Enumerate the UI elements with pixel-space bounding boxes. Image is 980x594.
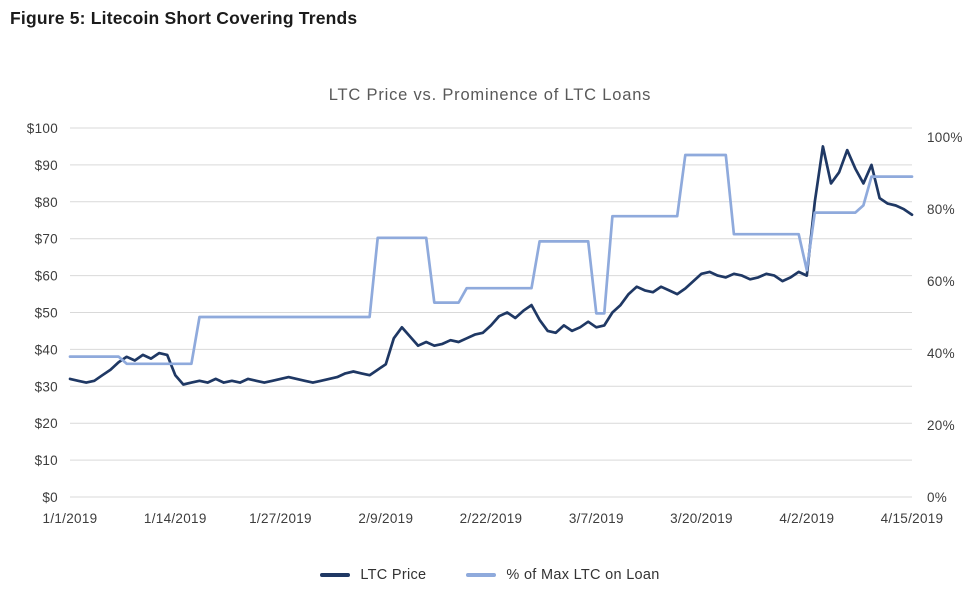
legend-swatch-ltc-price bbox=[320, 573, 351, 577]
left-axis-tick-label: $30 bbox=[35, 379, 58, 394]
right-axis-tick-label: 20% bbox=[927, 418, 955, 433]
x-axis-tick-label: 2/22/2019 bbox=[460, 511, 523, 526]
x-axis-tick-label: 4/2/2019 bbox=[779, 511, 834, 526]
legend-label-pct-max-ltc-on-loan: % of Max LTC on Loan bbox=[506, 567, 660, 583]
right-axis-tick-label: 0% bbox=[927, 490, 947, 505]
x-axis-tick-label: 2/9/2019 bbox=[358, 511, 413, 526]
left-axis-tick-label: $40 bbox=[35, 342, 58, 357]
x-axis-tick-label: 1/27/2019 bbox=[249, 511, 312, 526]
right-axis-tick-label: 40% bbox=[927, 346, 955, 361]
x-axis-tick-label: 1/14/2019 bbox=[144, 511, 207, 526]
left-axis-tick-label: $0 bbox=[42, 490, 58, 505]
legend-label-ltc-price: LTC Price bbox=[360, 567, 427, 583]
left-axis-tick-label: $80 bbox=[35, 195, 58, 210]
legend-item-pct-max-ltc-on-loan: % of Max LTC on Loan bbox=[466, 567, 659, 583]
left-axis-tick-label: $10 bbox=[35, 453, 58, 468]
left-axis-tick-label: $100 bbox=[27, 121, 58, 136]
left-axis-tick-label: $90 bbox=[35, 158, 58, 173]
left-axis-tick-label: $20 bbox=[35, 416, 58, 431]
right-axis-tick-label: 80% bbox=[927, 202, 955, 217]
x-axis-tick-label: 1/1/2019 bbox=[43, 511, 98, 526]
right-axis-tick-label: 60% bbox=[927, 274, 955, 289]
chart-title: LTC Price vs. Prominence of LTC Loans bbox=[328, 86, 652, 104]
left-axis-tick-label: $50 bbox=[35, 306, 58, 321]
x-axis-tick-label: 4/15/2019 bbox=[881, 511, 944, 526]
left-axis-tick-label: $60 bbox=[35, 269, 58, 284]
figure-title: Figure 5: Litecoin Short Covering Trends bbox=[10, 8, 358, 28]
right-axis-tick-label: 100% bbox=[927, 130, 963, 145]
pct-max-ltc-on-loan-line bbox=[68, 153, 914, 366]
legend-swatch-pct-max-ltc-on-loan bbox=[466, 573, 497, 577]
legend-item-ltc-price: LTC Price bbox=[320, 567, 426, 583]
ltc-price-line bbox=[68, 145, 914, 386]
chart-legend: LTC Price % of Max LTC on Loan bbox=[0, 567, 980, 583]
x-axis-tick-label: 3/7/2019 bbox=[569, 511, 624, 526]
left-axis-tick-label: $70 bbox=[35, 232, 58, 247]
x-axis-tick-label: 3/20/2019 bbox=[670, 511, 733, 526]
